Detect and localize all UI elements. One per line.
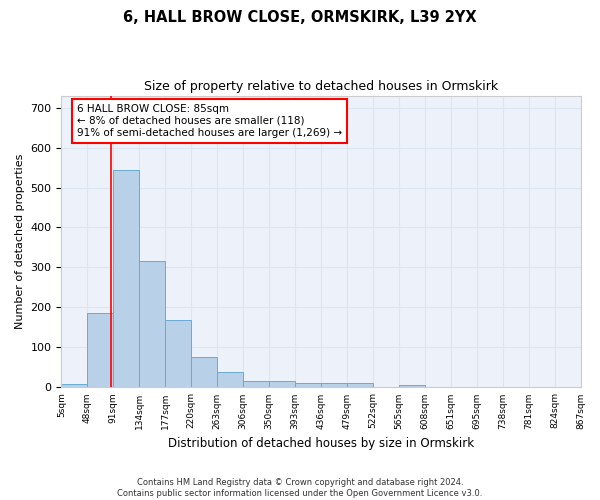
Title: Size of property relative to detached houses in Ormskirk: Size of property relative to detached ho… (144, 80, 498, 93)
Bar (217, 372, 243, 388)
Text: Contains HM Land Registry data © Crown copyright and database right 2024.
Contai: Contains HM Land Registry data © Crown c… (118, 478, 482, 498)
Bar (347, 384, 373, 388)
Y-axis label: Number of detached properties: Number of detached properties (15, 154, 25, 329)
Bar (295, 384, 321, 388)
Bar (139, 262, 165, 388)
Bar (113, 170, 139, 388)
Bar (191, 357, 217, 388)
Bar (243, 382, 269, 388)
X-axis label: Distribution of detached houses by size in Ormskirk: Distribution of detached houses by size … (168, 437, 474, 450)
Bar (61, 384, 88, 388)
Text: 6, HALL BROW CLOSE, ORMSKIRK, L39 2YX: 6, HALL BROW CLOSE, ORMSKIRK, L39 2YX (123, 10, 477, 25)
Bar (88, 314, 113, 388)
Bar (399, 386, 425, 388)
Bar (165, 320, 191, 388)
Text: 6 HALL BROW CLOSE: 85sqm
← 8% of detached houses are smaller (118)
91% of semi-d: 6 HALL BROW CLOSE: 85sqm ← 8% of detache… (77, 104, 342, 138)
Bar (269, 382, 295, 388)
Bar (321, 384, 347, 388)
